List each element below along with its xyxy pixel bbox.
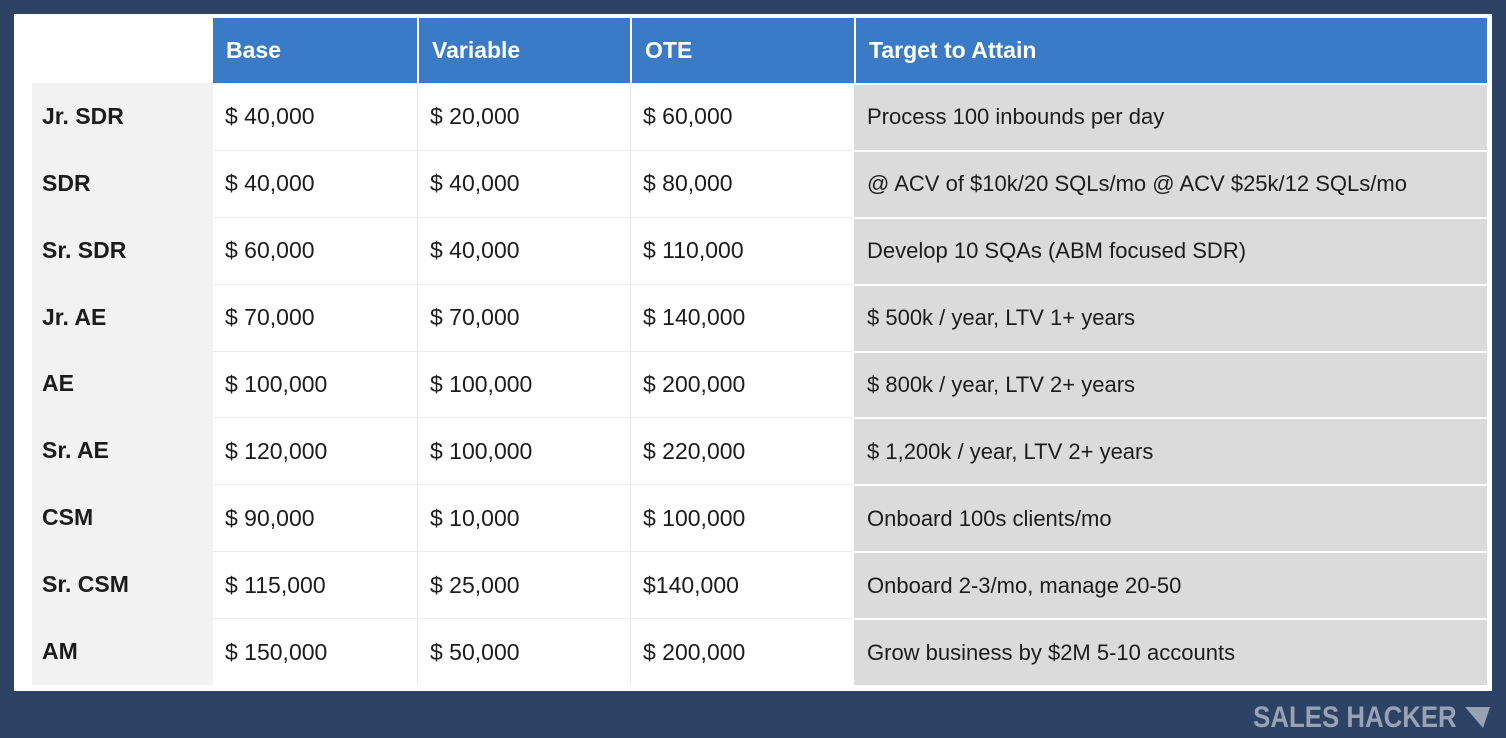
base-cell-row-6: $ 120,000 — [213, 417, 417, 485]
ote-cell-row-6: $ 220,000 — [630, 417, 854, 485]
ote-cell-row-5: $ 200,000 — [630, 350, 854, 418]
base-cell-row-2: $ 40,000 — [213, 149, 417, 217]
target-cell-row-9: Grow business by $2M 5-10 accounts — [854, 618, 1487, 685]
variable-cell-row-9: $ 50,000 — [417, 618, 630, 685]
header-cell-ote: OTE — [630, 18, 854, 83]
header-cell-target: Target to Attain — [854, 18, 1487, 83]
base-cell-row-8: $ 115,000 — [213, 551, 417, 619]
role-cell-row-2: SDR — [32, 149, 213, 217]
sales-hacker-logo: SALES HACKER — [1220, 701, 1490, 734]
target-cell-row-6: $ 1,200k / year, LTV 2+ years — [854, 417, 1487, 485]
role-cell-row-5: AE — [32, 350, 213, 418]
ote-cell-row-4: $ 140,000 — [630, 283, 854, 351]
role-cell-row-4: Jr. AE — [32, 283, 213, 351]
role-cell-row-3: Sr. SDR — [32, 216, 213, 284]
header-cell-base: Base — [213, 18, 417, 83]
header-cell-variable: Variable — [417, 18, 630, 83]
variable-cell-row-6: $ 100,000 — [417, 417, 630, 485]
ote-cell-row-7: $ 100,000 — [630, 484, 854, 552]
base-cell-row-1: $ 40,000 — [213, 83, 417, 150]
target-cell-row-7: Onboard 100s clients/mo — [854, 484, 1487, 552]
compensation-table-card: Base Variable OTE Target to Attain Jr. SDR $ … — [14, 14, 1492, 691]
ote-cell-row-2: $ 80,000 — [630, 149, 854, 217]
base-cell-row-3: $ 60,000 — [213, 216, 417, 284]
role-cell-row-7: CSM — [32, 484, 213, 552]
ote-cell-row-9: $ 200,000 — [630, 618, 854, 685]
compensation-table: Base Variable OTE Target to Attain Jr. SDR $ … — [32, 18, 1487, 685]
variable-cell-row-8: $ 25,000 — [417, 551, 630, 619]
role-cell-row-8: Sr. CSM — [32, 551, 213, 619]
variable-cell-row-3: $ 40,000 — [417, 216, 630, 284]
ote-cell-row-8: $140,000 — [630, 551, 854, 619]
base-cell-row-7: $ 90,000 — [213, 484, 417, 552]
role-cell-row-9: AM — [32, 618, 213, 685]
footer-bar: SALES HACKER — [0, 691, 1506, 738]
variable-cell-row-4: $ 70,000 — [417, 283, 630, 351]
sales-hacker-arrow-icon — [1465, 707, 1490, 728]
target-cell-row-1: Process 100 inbounds per day — [854, 83, 1487, 150]
sales-hacker-logo-text: SALES HACKER — [1253, 701, 1457, 734]
variable-cell-row-7: $ 10,000 — [417, 484, 630, 552]
base-cell-row-5: $ 100,000 — [213, 350, 417, 418]
target-cell-row-5: $ 800k / year, LTV 2+ years — [854, 350, 1487, 418]
target-cell-row-4: $ 500k / year, LTV 1+ years — [854, 283, 1487, 351]
header-cell-empty — [32, 18, 213, 83]
ote-cell-row-3: $ 110,000 — [630, 216, 854, 284]
variable-cell-row-5: $ 100,000 — [417, 350, 630, 418]
target-cell-row-2: @ ACV of $10k/20 SQLs/mo @ ACV $25k/12 S… — [854, 149, 1487, 217]
base-cell-row-4: $ 70,000 — [213, 283, 417, 351]
variable-cell-row-1: $ 20,000 — [417, 83, 630, 150]
variable-cell-row-2: $ 40,000 — [417, 149, 630, 217]
target-cell-row-3: Develop 10 SQAs (ABM focused SDR) — [854, 216, 1487, 284]
role-cell-row-6: Sr. AE — [32, 417, 213, 485]
ote-cell-row-1: $ 60,000 — [630, 83, 854, 150]
role-cell-row-1: Jr. SDR — [32, 83, 213, 150]
base-cell-row-9: $ 150,000 — [213, 618, 417, 685]
target-cell-row-8: Onboard 2-3/mo, manage 20-50 — [854, 551, 1487, 619]
